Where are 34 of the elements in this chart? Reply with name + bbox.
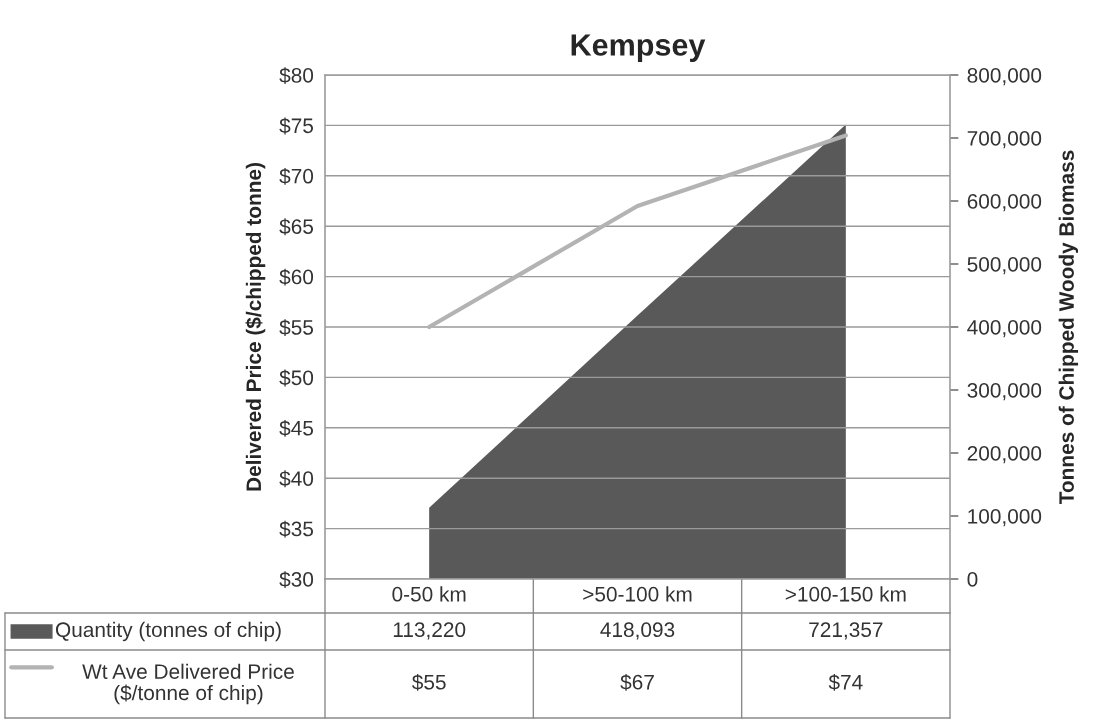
y-tick-label: $30 (279, 571, 314, 588)
data-label: 721,357 (809, 622, 883, 640)
data-label: 113,220 (393, 622, 466, 640)
data-label: $55 (412, 673, 446, 691)
y2-tick-label: 200,000 (967, 446, 1042, 464)
data-label: $67 (620, 673, 654, 691)
data-label: 418,093 (600, 622, 675, 640)
x-tick-label: >50-100 km (583, 586, 692, 602)
y-tick-label: $65 (279, 218, 314, 236)
x-tick-label: 0-50 km (392, 586, 466, 602)
y2-tick-label: 600,000 (967, 194, 1042, 212)
y-tick-label: $35 (279, 520, 314, 538)
legend-label: Quantity (tonnes of chip) (55, 621, 281, 642)
y2-tick-label: 500,000 (967, 257, 1042, 275)
y-axis-title: Delivered Price ($/chipped tonne) (245, 163, 266, 491)
y2-tick-label: 800,000 (967, 68, 1042, 86)
y2-tick-label: 700,000 (967, 131, 1042, 149)
y-tick-label: $50 (279, 369, 314, 387)
y2-axis-title: Tonnes of Chipped Woody Biomass (1058, 150, 1079, 505)
y2-tick-label: 400,000 (967, 320, 1042, 338)
y-tick-label: $60 (279, 268, 314, 286)
y-tick-label: $75 (279, 117, 314, 135)
y-tick-label: $70 (279, 167, 314, 185)
chart-title: Kempsey (571, 34, 706, 62)
y2-tick-label: 300,000 (967, 383, 1042, 401)
y-tick-label: $80 (279, 67, 314, 84)
y2-tick-label: 0 (967, 572, 978, 587)
y-tick-label: $55 (279, 319, 314, 336)
data-label: $74 (828, 673, 863, 691)
y-tick-label: $45 (279, 419, 314, 437)
y-tick-label: $40 (279, 470, 314, 488)
x-tick-label: >100-150 km (785, 586, 906, 602)
y2-tick-label: 100,000 (968, 509, 1042, 527)
legend-label: Wt Ave Delivered Price ($/tonne of chip) (82, 663, 294, 705)
